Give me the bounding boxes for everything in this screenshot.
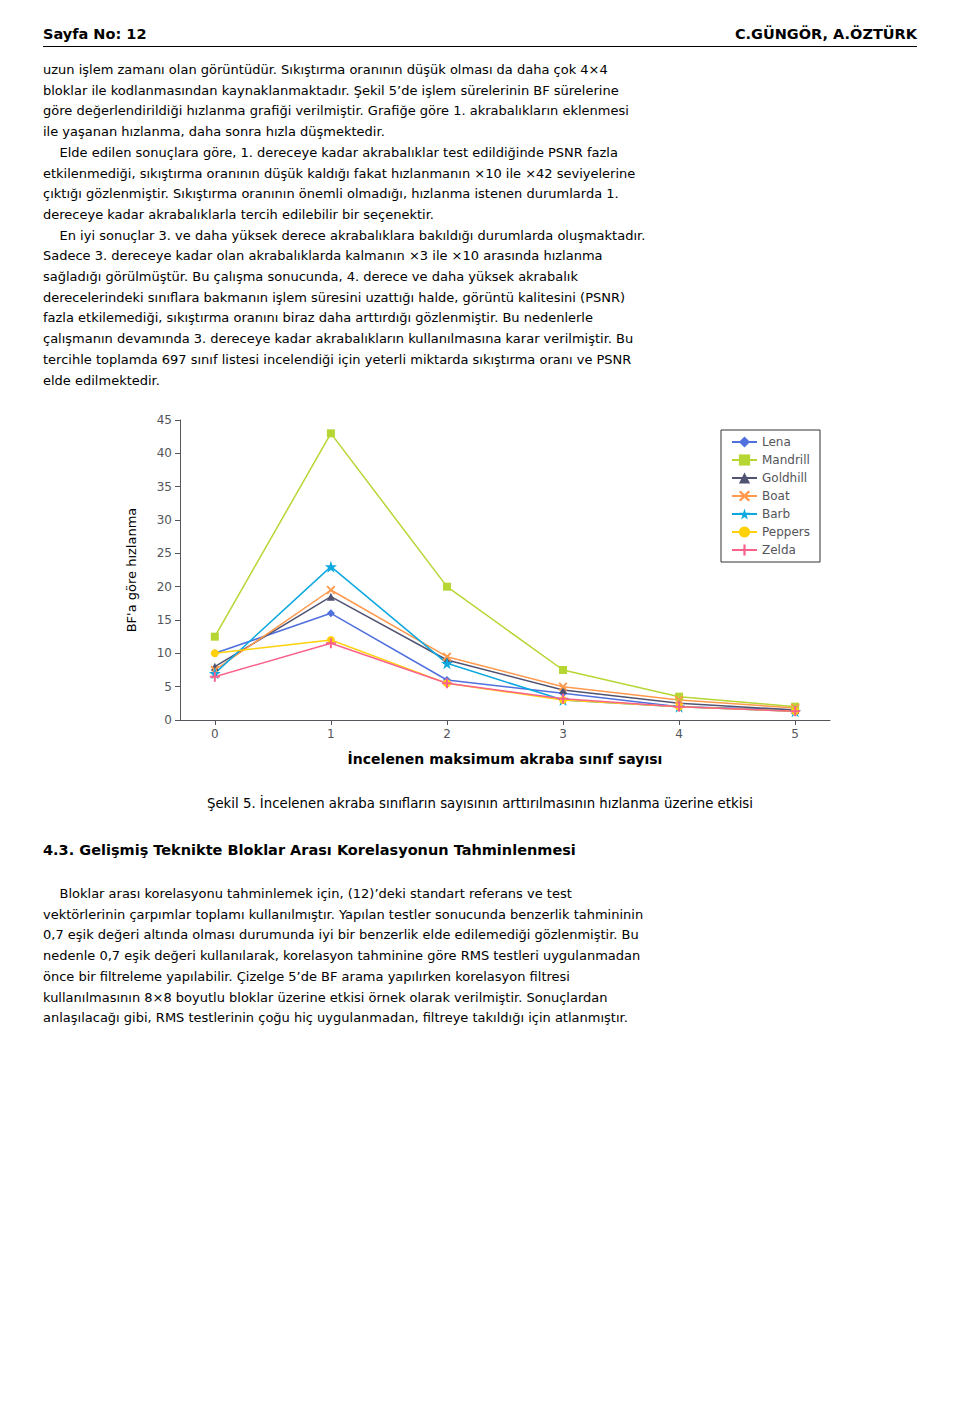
html-text:çıktığı gözlenmiştir. Sıkıştır: çıktığı gözlenmiştir. Sıkıştırma oranını… (43, 186, 619, 202)
svg-text:15: 15 (157, 613, 172, 627)
html-text:fazla etkilemediği, sıkıştırma: fazla etkilemediği, sıkıştırma oranını b… (43, 310, 593, 326)
svg-text:45: 45 (157, 413, 172, 427)
svg-text:Barb: Barb (762, 507, 790, 521)
html-text:göre değerlendirildiği hızlanm: göre değerlendirildiği hızlanma grafiği … (43, 103, 629, 119)
svg-text:Lena: Lena (762, 435, 791, 449)
svg-text:10: 10 (157, 646, 172, 660)
svg-text:5: 5 (791, 727, 799, 741)
svg-text:Goldhill: Goldhill (762, 471, 807, 485)
html-text:nedenle 0,7 eşik değeri kullan: nedenle 0,7 eşik değeri kullanılarak, ko… (43, 948, 641, 964)
svg-text:BF'a göre hızlanma: BF'a göre hızlanma (124, 508, 139, 633)
html-text:etkilenmediği, sıkıştırma oran: etkilenmediği, sıkıştırma oranının düşük… (43, 165, 636, 181)
html-text:Bloklar arası korelasyonu tahm: Bloklar arası korelasyonu tahminlemek iç… (43, 886, 572, 901)
html-text:C.GÜNGÖR, A.ÖZTÜRK: C.GÜNGÖR, A.ÖZTÜRK (734, 26, 917, 42)
html-text:4.3. Gelişmiş Teknikte Bloklar: 4.3. Gelişmiş Teknikte Bloklar Arası Kor… (43, 842, 576, 858)
html-text:Şekil 5. İncelenen akraba sını: Şekil 5. İncelenen akraba sınıfların say… (207, 796, 753, 811)
svg-text:25: 25 (157, 546, 172, 560)
html-text:önce bir filtreleme yapılabili: önce bir filtreleme yapılabilir. Çizelge… (43, 968, 570, 984)
html-text:Sayfa No: 12: Sayfa No: 12 (43, 26, 147, 42)
svg-text:40: 40 (157, 446, 172, 460)
svg-text:Peppers: Peppers (762, 525, 810, 539)
svg-text:Boat: Boat (762, 489, 790, 503)
svg-text:5: 5 (164, 680, 172, 694)
html-text:vektörlerinin çarpımlar toplam: vektörlerinin çarpımlar toplamı kullanıl… (43, 906, 644, 922)
html-text:elde edilmektedir.: elde edilmektedir. (43, 372, 160, 388)
html-text:tercihle toplamda 697 sınıf li: tercihle toplamda 697 sınıf listesi ince… (43, 351, 632, 367)
html-text:bloklar ile kodlanmasından kay: bloklar ile kodlanmasından kaynaklanmakt… (43, 82, 619, 98)
svg-text:Zelda: Zelda (762, 543, 796, 557)
html-text:anlaşılacağı gibi, RMS testler: anlaşılacağı gibi, RMS testlerinin çoğu … (43, 1010, 628, 1026)
svg-text:3: 3 (559, 727, 567, 741)
svg-text:İncelenen maksimum akraba sını: İncelenen maksimum akraba sınıf sayısı (348, 751, 663, 767)
html-text:Elde edilen sonuçlara göre, 1.: Elde edilen sonuçlara göre, 1. dereceye … (43, 144, 618, 160)
svg-text:Mandrill: Mandrill (762, 453, 810, 467)
svg-text:20: 20 (157, 580, 172, 594)
html-text:derecelerindeki sınıflara bakm: derecelerindeki sınıflara bakmanın işlem… (43, 289, 626, 305)
svg-text:0: 0 (164, 713, 172, 727)
html-text:Sadece 3. dereceye kadar olan: Sadece 3. dereceye kadar olan akrabalıkl… (43, 248, 603, 264)
svg-text:4: 4 (675, 727, 683, 741)
html-text:uzun işlem zamanı olan görüntü: uzun işlem zamanı olan görüntüdür. Sıkış… (43, 62, 608, 77)
html-text:En iyi sonuçlar 3. ve daha yük: En iyi sonuçlar 3. ve daha yüksek derece… (43, 227, 646, 243)
html-text:sağladığı görülmüştür. Bu çalı: sağladığı görülmüştür. Bu çalışma sonucu… (43, 269, 578, 284)
svg-text:35: 35 (157, 480, 172, 494)
svg-text:1: 1 (327, 727, 335, 741)
html-text:çalışmanın devamında 3. derece: çalışmanın devamında 3. dereceye kadar a… (43, 331, 634, 347)
html-text:dereceye kadar akrabalıklarla: dereceye kadar akrabalıklarla tercih edi… (43, 206, 434, 222)
html-text:ile yaşanan hızlanma, daha son: ile yaşanan hızlanma, daha sonra hızla d… (43, 124, 385, 140)
svg-text:30: 30 (157, 513, 172, 527)
html-text:kullanılmasının 8×8 boyutlu bl: kullanılmasının 8×8 boyutlu bloklar üzer… (43, 989, 608, 1005)
html-text:0,7 eşik değeri altında olması: 0,7 eşik değeri altında olması durumunda… (43, 927, 639, 943)
svg-text:2: 2 (443, 727, 451, 741)
svg-text:0: 0 (211, 727, 219, 741)
